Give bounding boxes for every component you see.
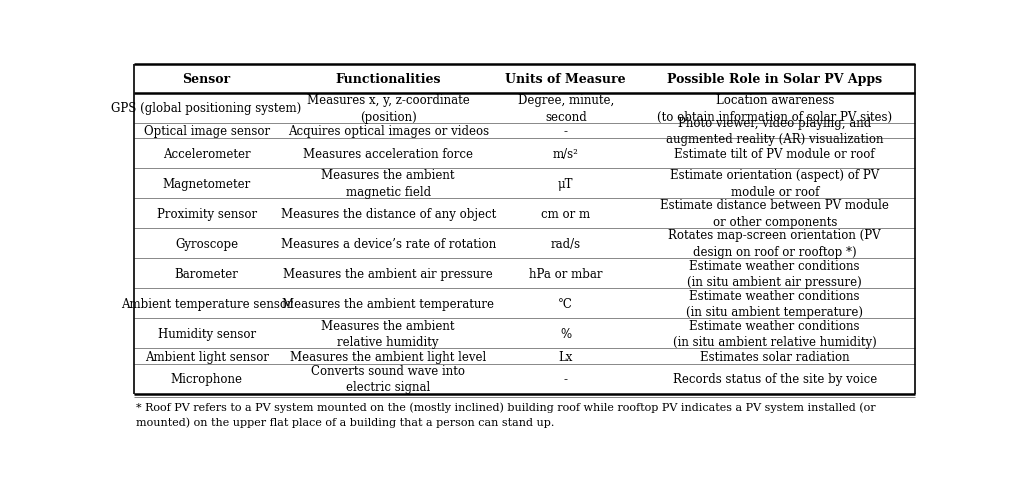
Text: Functionalities: Functionalities [336,73,441,86]
Text: Estimate weather conditions
(in situ ambient relative humidity): Estimate weather conditions (in situ amb… [673,319,877,349]
Text: Measures x, y, z-coordinate
(position): Measures x, y, z-coordinate (position) [307,94,470,123]
Text: Estimate weather conditions
(in situ ambient air pressure): Estimate weather conditions (in situ amb… [687,259,862,289]
Text: -: - [564,125,567,138]
Text: Humidity sensor: Humidity sensor [158,327,256,340]
Text: Lx: Lx [559,350,573,363]
Text: Ambient temperature sensor: Ambient temperature sensor [121,297,293,310]
Text: Records status of the site by voice: Records status of the site by voice [673,372,877,385]
Text: Barometer: Barometer [175,267,239,280]
Text: cm or m: cm or m [542,207,591,220]
Text: Location awareness
(to obtain information of solar PV sites): Location awareness (to obtain informatio… [657,94,892,123]
Text: Estimate distance between PV module
or other components: Estimate distance between PV module or o… [660,199,889,228]
Text: Measures acceleration force: Measures acceleration force [303,147,473,160]
Text: %: % [560,327,571,340]
Text: GPS (global positioning system): GPS (global positioning system) [112,102,302,115]
Text: Estimate weather conditions
(in situ ambient temperature): Estimate weather conditions (in situ amb… [686,289,863,319]
Text: -: - [564,372,567,385]
Text: Converts sound wave into
electric signal: Converts sound wave into electric signal [311,364,465,393]
Text: Sensor: Sensor [182,73,230,86]
Text: Measures a device’s rate of rotation: Measures a device’s rate of rotation [281,237,496,250]
Text: Rotates map-screen orientation (PV
design on roof or rooftop *): Rotates map-screen orientation (PV desig… [669,229,881,259]
Text: Possible Role in Solar PV Apps: Possible Role in Solar PV Apps [667,73,883,86]
Text: Estimate orientation (aspect) of PV
module or roof: Estimate orientation (aspect) of PV modu… [670,169,880,198]
Text: Ambient light sensor: Ambient light sensor [144,350,268,363]
Text: Microphone: Microphone [171,372,243,385]
Text: Acquires optical images or videos: Acquires optical images or videos [288,125,488,138]
Text: m/s²: m/s² [553,147,579,160]
Text: Degree, minute,
second: Degree, minute, second [518,94,614,123]
Text: hPa or mbar: hPa or mbar [529,267,602,280]
Text: Proximity sensor: Proximity sensor [157,207,257,220]
Text: Measures the ambient
magnetic field: Measures the ambient magnetic field [322,169,455,198]
Text: Magnetometer: Magnetometer [163,177,251,190]
Text: Gyroscope: Gyroscope [175,237,239,250]
Text: * Roof PV refers to a PV system mounted on the (mostly inclined) building roof w: * Roof PV refers to a PV system mounted … [136,401,876,427]
Text: °C: °C [558,297,573,310]
Text: Measures the ambient temperature: Measures the ambient temperature [283,297,495,310]
Text: rad/s: rad/s [551,237,581,250]
Text: Measures the ambient
relative humidity: Measures the ambient relative humidity [322,319,455,349]
Text: Measures the distance of any object: Measures the distance of any object [281,207,496,220]
Text: Units of Measure: Units of Measure [506,73,626,86]
Text: Estimate tilt of PV module or roof: Estimate tilt of PV module or roof [675,147,874,160]
Text: Photo viewer, video playing, and
augmented reality (AR) visualization: Photo viewer, video playing, and augment… [666,116,884,146]
Text: Optical image sensor: Optical image sensor [143,125,269,138]
Text: Measures the ambient air pressure: Measures the ambient air pressure [284,267,493,280]
Text: Estimates solar radiation: Estimates solar radiation [699,350,850,363]
Text: μT: μT [558,177,573,190]
Text: Accelerometer: Accelerometer [163,147,251,160]
Text: Measures the ambient light level: Measures the ambient light level [290,350,486,363]
